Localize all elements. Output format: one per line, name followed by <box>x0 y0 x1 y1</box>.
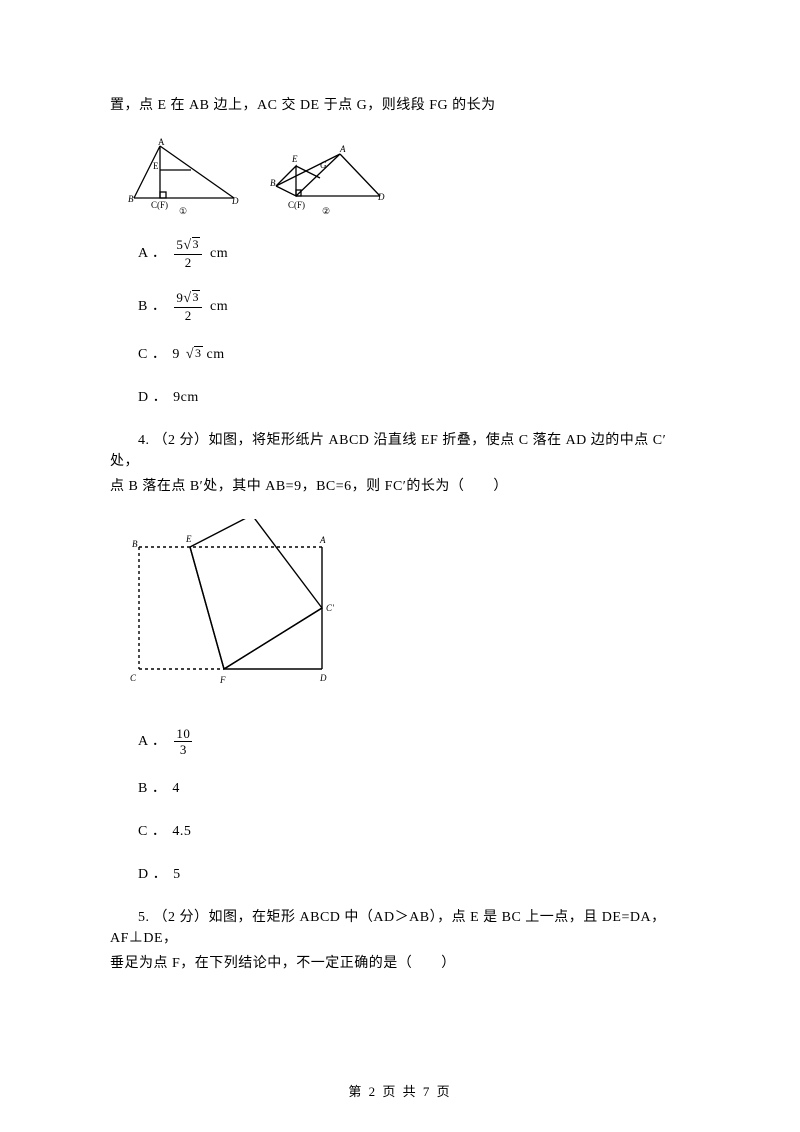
option-label: C ． <box>138 344 166 365</box>
figure-2: B E G A C(F) D ② <box>270 138 388 216</box>
q4-option-d: D ． 5 <box>110 864 690 885</box>
option-label: B ． <box>138 296 166 317</box>
svg-text:E: E <box>153 161 159 171</box>
q4-stem-line2: 点 B 落在点 B′处，其中 AB=9，BC=6，则 FC′的长为（ ） <box>110 476 690 497</box>
sqrt: 3 <box>183 291 200 306</box>
sqrt: 3 <box>183 238 200 253</box>
svg-text:E: E <box>291 154 298 164</box>
unit: cm <box>207 344 225 365</box>
q4-option-c: C ． 4.5 <box>110 821 690 842</box>
svg-text:B: B <box>270 178 276 188</box>
q3-option-a: A ． 53 2 cm <box>110 238 690 269</box>
coef: 5 <box>176 237 183 252</box>
q3-figures: A E B C(F) D ① B E G A C(F) D ② <box>124 138 690 216</box>
svg-text:C(F): C(F) <box>151 200 168 210</box>
denom: 2 <box>174 255 202 269</box>
svg-text:C: C <box>130 673 137 683</box>
svg-text:B: B <box>132 539 138 549</box>
svg-text:D: D <box>231 196 239 206</box>
q3-option-c: C ． 93 cm <box>110 344 690 365</box>
denom: 2 <box>174 308 202 322</box>
svg-text:B: B <box>128 194 134 204</box>
figure-1: A E B C(F) D ① <box>124 138 244 216</box>
q4-stem-line1: 4. （2 分）如图，将矩形纸片 ABCD 沿直线 EF 折叠，使点 C 落在 … <box>110 430 690 472</box>
svg-text:D: D <box>319 673 327 683</box>
option-text: 9cm <box>173 387 199 408</box>
q5-stem-line1: 5. （2 分）如图，在矩形 ABCD 中（AD＞AB），点 E 是 BC 上一… <box>110 907 690 949</box>
page-footer: 第 2 页 共 7 页 <box>0 1081 800 1100</box>
option-label: D ． <box>138 864 167 885</box>
q3-option-d: D ． 9cm <box>110 387 690 408</box>
q4-figure: B E B′ A C′ D F C <box>124 519 690 701</box>
unit: cm <box>210 243 228 264</box>
svg-text:D: D <box>377 192 385 202</box>
svg-text:②: ② <box>322 206 330 216</box>
option-label: D ． <box>138 387 167 408</box>
svg-text:A: A <box>319 535 326 545</box>
denom: 3 <box>174 742 192 756</box>
svg-text:A: A <box>339 144 346 154</box>
svg-text:F: F <box>219 675 226 685</box>
option-text: 4.5 <box>172 821 191 842</box>
unit: cm <box>210 296 228 317</box>
q4-option-b: B ． 4 <box>110 778 690 799</box>
q3-option-b: B ． 93 2 cm <box>110 291 690 322</box>
coef: 9 <box>176 290 183 305</box>
q5-stem-line2: 垂足为点 F，在下列结论中，不一定正确的是（ ） <box>110 953 690 974</box>
svg-text:E: E <box>185 534 192 544</box>
sqrt: 3 <box>186 344 203 365</box>
continuation-line: 置，点 E 在 AB 边上，AC 交 DE 于点 G，则线段 FG 的长为 <box>110 95 690 116</box>
svg-text:A: A <box>158 138 165 147</box>
fraction: 10 3 <box>174 727 192 756</box>
svg-text:C′: C′ <box>326 603 335 613</box>
option-label: A ． <box>138 731 166 752</box>
svg-text:①: ① <box>179 206 187 216</box>
option-label: A ． <box>138 243 166 264</box>
coef: 9 <box>172 344 180 365</box>
fraction: 93 2 <box>174 291 202 322</box>
svg-text:G: G <box>320 160 327 170</box>
fraction: 53 2 <box>174 238 202 269</box>
option-text: 5 <box>173 864 181 885</box>
q4-option-a: A ． 10 3 <box>110 727 690 756</box>
option-label: C ． <box>138 821 166 842</box>
numer: 10 <box>174 727 192 742</box>
option-label: B ． <box>138 778 166 799</box>
option-text: 4 <box>172 778 180 799</box>
svg-text:C(F): C(F) <box>288 200 305 210</box>
